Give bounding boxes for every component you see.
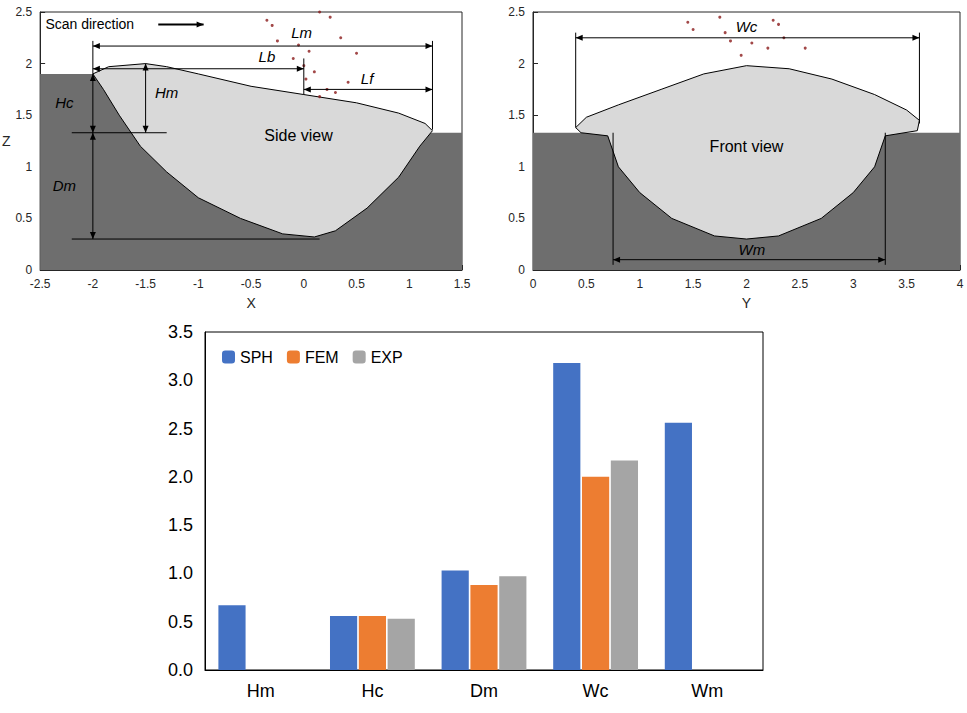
svg-text:Side view: Side view <box>264 127 333 144</box>
svg-text:Wm: Wm <box>739 241 766 258</box>
svg-text:EXP: EXP <box>371 349 403 366</box>
svg-text:2.5: 2.5 <box>792 277 809 291</box>
svg-text:Y: Y <box>742 295 752 311</box>
svg-text:2.5: 2.5 <box>508 5 525 19</box>
svg-text:0: 0 <box>518 263 525 277</box>
svg-text:Hc: Hc <box>55 94 74 111</box>
svg-text:SPH: SPH <box>240 349 273 366</box>
svg-text:2.0: 2.0 <box>168 467 193 487</box>
svg-text:3: 3 <box>850 277 857 291</box>
svg-text:0: 0 <box>300 277 307 291</box>
svg-text:1.5: 1.5 <box>508 108 525 122</box>
svg-text:1.5: 1.5 <box>15 108 32 122</box>
svg-text:Hc: Hc <box>361 681 383 701</box>
svg-text:-2.5: -2.5 <box>30 277 51 291</box>
svg-text:2: 2 <box>518 57 525 71</box>
svg-text:FEM: FEM <box>305 349 339 366</box>
svg-text:Wc: Wc <box>736 18 758 35</box>
svg-text:Z: Z <box>2 133 11 149</box>
svg-text:Lf: Lf <box>361 70 375 87</box>
svg-text:3.0: 3.0 <box>168 370 193 390</box>
svg-text:4: 4 <box>957 277 964 291</box>
svg-text:Lm: Lm <box>291 24 312 41</box>
svg-text:3.5: 3.5 <box>898 277 915 291</box>
svg-text:2: 2 <box>743 277 750 291</box>
svg-text:0.5: 0.5 <box>168 612 193 632</box>
svg-text:Wm: Wm <box>691 681 723 701</box>
svg-text:Lb: Lb <box>259 48 276 65</box>
svg-text:-1: -1 <box>193 277 204 291</box>
svg-text:Scan direction: Scan direction <box>45 16 134 32</box>
svg-text:0.5: 0.5 <box>348 277 365 291</box>
svg-text:-0.5: -0.5 <box>241 277 262 291</box>
svg-text:0: 0 <box>25 263 32 277</box>
svg-text:1: 1 <box>25 160 32 174</box>
svg-text:Dm: Dm <box>470 681 498 701</box>
svg-text:2.5: 2.5 <box>15 5 32 19</box>
svg-text:0.5: 0.5 <box>15 211 32 225</box>
svg-text:0.5: 0.5 <box>508 211 525 225</box>
svg-text:1: 1 <box>518 160 525 174</box>
svg-text:1.5: 1.5 <box>168 515 193 535</box>
svg-text:1: 1 <box>636 277 643 291</box>
svg-text:Hm: Hm <box>155 84 178 101</box>
svg-text:1.0: 1.0 <box>168 563 193 583</box>
svg-text:-1.5: -1.5 <box>135 277 156 291</box>
svg-text:1: 1 <box>406 277 413 291</box>
svg-text:0.5: 0.5 <box>578 277 595 291</box>
svg-text:X: X <box>246 295 256 311</box>
svg-text:0.0: 0.0 <box>168 660 193 680</box>
svg-text:-2: -2 <box>88 277 99 291</box>
svg-text:Front view: Front view <box>710 138 784 155</box>
svg-text:Dm: Dm <box>53 177 76 194</box>
svg-text:2.5: 2.5 <box>168 419 193 439</box>
svg-text:Hm: Hm <box>247 681 275 701</box>
svg-text:2: 2 <box>25 57 32 71</box>
svg-text:3.5: 3.5 <box>168 322 193 342</box>
svg-text:1.5: 1.5 <box>454 277 471 291</box>
svg-text:0: 0 <box>530 277 537 291</box>
svg-text:1.5: 1.5 <box>685 277 702 291</box>
svg-text:Wc: Wc <box>583 681 609 701</box>
